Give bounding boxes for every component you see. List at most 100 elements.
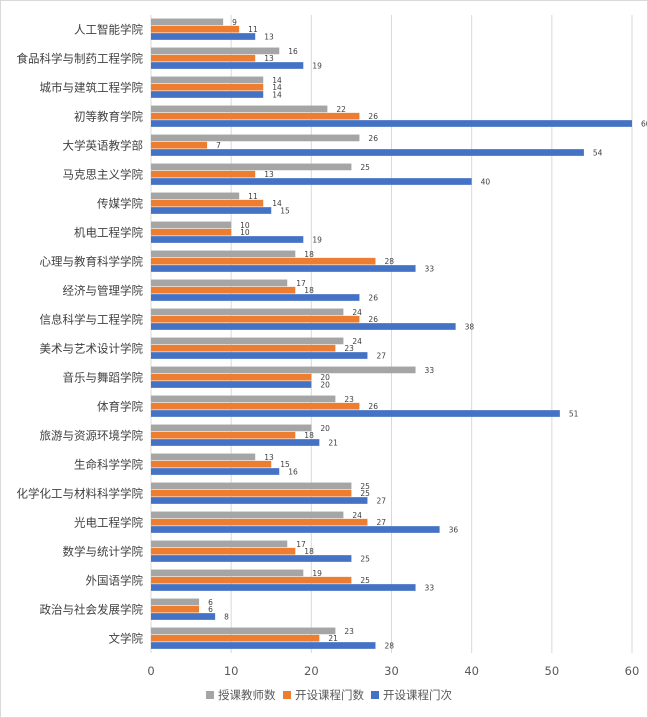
- bar-teachers: [151, 482, 352, 490]
- bar-teachers: [151, 76, 264, 84]
- bar-course-count: [151, 489, 352, 497]
- bar-teachers: [151, 569, 304, 577]
- bar-teachers: [151, 598, 200, 606]
- bar-course-sessions: [151, 91, 264, 98]
- data-label: 19: [312, 569, 322, 578]
- data-label: 28: [384, 641, 394, 650]
- data-label: 9: [232, 18, 237, 27]
- data-label: 13: [264, 32, 274, 41]
- data-label: 54: [593, 148, 603, 157]
- category-label: 文学院: [109, 632, 144, 646]
- bar-course-sessions: [151, 468, 280, 475]
- category-label: 食品科学与制药工程学院: [17, 52, 144, 66]
- data-label: 25: [360, 576, 370, 585]
- data-label: 26: [368, 293, 378, 302]
- x-tick-label: 30: [384, 664, 399, 678]
- category-label: 音乐与舞蹈学院: [63, 371, 144, 385]
- data-label: 6: [208, 598, 213, 607]
- x-tick-label: 0: [147, 664, 154, 678]
- bar-course-sessions: [151, 236, 304, 243]
- legend-label: 授课教师数: [218, 688, 276, 702]
- data-label: 19: [312, 235, 322, 244]
- x-tick-label: 10: [224, 664, 239, 678]
- data-label: 23: [344, 344, 354, 353]
- legend-swatch: [283, 691, 291, 699]
- bar-course-sessions: [151, 439, 320, 446]
- bar-course-sessions: [151, 613, 216, 620]
- bar-course-count: [151, 315, 360, 323]
- data-label: 7: [216, 141, 221, 150]
- data-label: 38: [465, 322, 475, 331]
- bar-course-count: [151, 83, 264, 91]
- data-label: 27: [376, 351, 386, 360]
- bar-course-sessions: [151, 410, 560, 417]
- bar-course-count: [151, 431, 296, 439]
- data-label: 40: [481, 177, 491, 186]
- bar-course-count: [151, 228, 232, 236]
- bar-teachers: [151, 453, 256, 461]
- category-label: 光电工程学院: [74, 516, 143, 530]
- data-label: 24: [352, 337, 362, 346]
- bar-teachers: [151, 279, 288, 287]
- bar-teachers: [151, 192, 240, 200]
- data-label: 6: [208, 605, 213, 614]
- data-label: 24: [352, 308, 362, 317]
- data-label: 26: [368, 402, 378, 411]
- data-label: 14: [272, 76, 282, 85]
- data-label: 15: [280, 460, 290, 469]
- data-label: 26: [368, 134, 378, 143]
- data-label: 26: [368, 112, 378, 121]
- data-label: 14: [272, 199, 282, 208]
- data-label: 51: [569, 409, 579, 418]
- data-label: 20: [320, 424, 330, 433]
- data-label: 14: [272, 90, 282, 99]
- bar-teachers: [151, 308, 344, 316]
- data-label: 18: [304, 431, 314, 440]
- data-label: 25: [360, 163, 370, 172]
- bar-teachers: [151, 627, 336, 635]
- bar-course-count: [151, 576, 352, 584]
- bar-teachers: [151, 134, 360, 142]
- data-label: 10: [240, 221, 250, 230]
- data-label: 16: [288, 47, 298, 56]
- bar-course-sessions: [151, 555, 352, 562]
- bar-course-sessions: [151, 352, 368, 359]
- data-label: 23: [344, 395, 354, 404]
- bar-teachers: [151, 511, 344, 519]
- bar-course-sessions: [151, 120, 632, 127]
- bar-course-count: [151, 141, 208, 149]
- bar-course-count: [151, 605, 200, 613]
- bar-course-sessions: [151, 584, 416, 591]
- data-label: 14: [272, 83, 282, 92]
- category-label: 外国语学院: [86, 574, 144, 588]
- category-label: 旅游与资源环境学院: [40, 429, 144, 443]
- bar-teachers: [151, 221, 232, 229]
- bar-course-count: [151, 199, 264, 207]
- data-label: 22: [336, 105, 346, 114]
- data-label: 16: [288, 467, 298, 476]
- data-label: 25: [360, 554, 370, 563]
- data-label: 10: [240, 228, 250, 237]
- bar-course-sessions: [151, 294, 360, 301]
- bar-course-sessions: [151, 33, 256, 40]
- data-label: 21: [328, 438, 338, 447]
- data-label: 11: [248, 192, 258, 201]
- bar-course-count: [151, 518, 368, 526]
- data-label: 15: [280, 206, 290, 215]
- category-label: 经济与管理学院: [63, 284, 144, 298]
- bar-teachers: [151, 540, 288, 548]
- bar-teachers: [151, 250, 296, 258]
- data-label: 33: [425, 583, 435, 592]
- bar-course-count: [151, 257, 376, 265]
- category-label: 心理与教育科学学院: [40, 255, 144, 269]
- bar-course-sessions: [151, 381, 312, 388]
- data-label: 33: [425, 264, 435, 273]
- bar-course-count: [151, 112, 360, 120]
- bar-teachers: [151, 105, 328, 113]
- bar-course-sessions: [151, 207, 272, 214]
- category-label: 数学与统计学院: [63, 545, 144, 559]
- category-label: 机电工程学院: [74, 226, 143, 240]
- data-label: 20: [320, 380, 330, 389]
